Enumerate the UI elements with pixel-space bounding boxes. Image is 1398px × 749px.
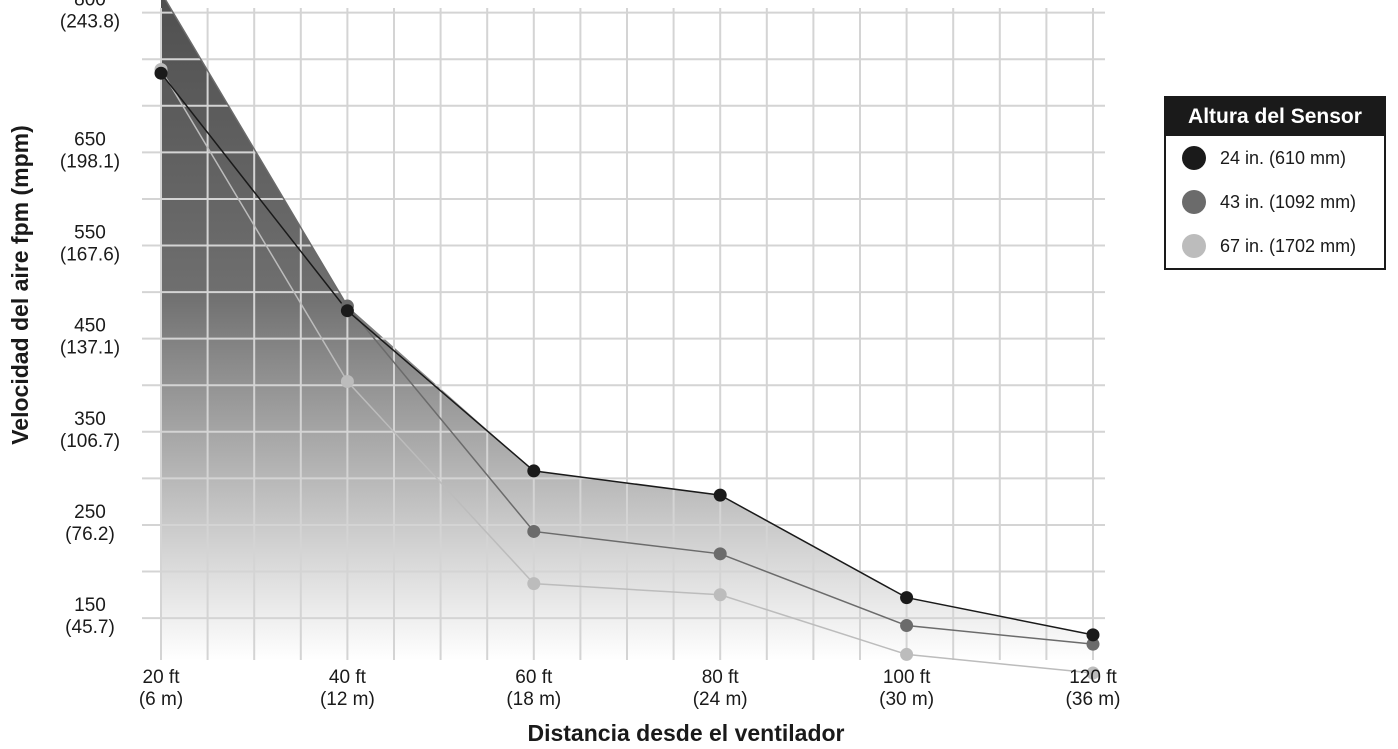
x-tick-label: 120 ft: [1069, 667, 1117, 688]
data-point: [1086, 637, 1100, 651]
data-point: [713, 488, 727, 502]
x-tick-label: 80 ft: [702, 667, 740, 688]
x-axis-ticks: 20 ft(6 m) 40 ft(12 m) 60 ft(18 m) 80 ft(24…: [139, 667, 1121, 710]
y-tick-label-metric: (106.7): [60, 431, 120, 452]
y-tick-label: 550: [74, 223, 106, 244]
x-tick-label-metric: (30 m): [879, 689, 934, 710]
x-tick-label-metric: (12 m): [320, 689, 375, 710]
legend: Altura del Sensor 24 in. (610 mm) 43 in.…: [1164, 96, 1386, 270]
y-tick-label-metric: (243.8): [60, 12, 120, 33]
legend-swatch-67in: [1182, 234, 1206, 258]
y-tick-label-metric: (167.6): [60, 245, 120, 266]
x-tick-label: 40 ft: [329, 667, 367, 688]
legend-swatch-43in: [1182, 190, 1206, 214]
y-tick-label: 800: [74, 0, 106, 11]
data-point: [713, 588, 727, 602]
y-tick-label-metric: (76.2): [65, 524, 115, 545]
legend-label-24in: 24 in. (610 mm): [1220, 147, 1347, 168]
x-tick-label-metric: (24 m): [693, 689, 748, 710]
x-tick-label: 100 ft: [883, 667, 931, 688]
series-lines: [154, 0, 1100, 680]
series-line: [160, 72, 1094, 636]
y-tick-label-metric: (137.1): [60, 338, 120, 359]
x-tick-label-metric: (18 m): [506, 689, 561, 710]
y-axis-ticks: 150(45.7) 250(76.2) 350(106.7) 450(137.1) 55…: [60, 0, 120, 638]
x-tick-label: 60 ft: [515, 667, 553, 688]
legend-item-67in: 67 in. (1702 mm): [1166, 224, 1384, 268]
data-point: [154, 66, 168, 80]
data-point: [713, 547, 727, 561]
y-axis-title: Velocidad del aire fpm (mpm): [7, 125, 33, 445]
y-tick-label: 650: [74, 129, 106, 150]
y-tick-label-metric: (198.1): [60, 151, 120, 172]
grid: [142, 8, 1105, 660]
data-point: [900, 591, 914, 605]
legend-label-67in: 67 in. (1702 mm): [1220, 235, 1357, 256]
x-tick-label-metric: (36 m): [1066, 689, 1121, 710]
data-point: [527, 524, 541, 538]
legend-title: Altura del Sensor: [1166, 98, 1384, 136]
y-tick-label: 350: [74, 409, 106, 430]
data-point: [340, 375, 354, 389]
data-point: [527, 464, 541, 478]
legend-item-43in: 43 in. (1092 mm): [1166, 180, 1384, 224]
data-point: [1086, 666, 1100, 680]
series-line: [164, 0, 1094, 645]
data-point: [900, 647, 914, 661]
legend-label-43in: 43 in. (1092 mm): [1220, 191, 1357, 212]
data-point: [1086, 628, 1100, 642]
y-tick-label: 250: [74, 502, 106, 523]
data-point: [527, 577, 541, 591]
data-point: [340, 304, 354, 318]
data-point: [900, 619, 914, 633]
series-line: [160, 69, 1094, 674]
x-tick-label: 20 ft: [143, 667, 181, 688]
y-tick-label: 450: [74, 316, 106, 337]
legend-item-24in: 24 in. (610 mm): [1166, 136, 1384, 180]
legend-swatch-24in: [1182, 146, 1206, 170]
y-tick-label-metric: (45.7): [65, 617, 115, 638]
x-axis-title: Distancia desde el ventilador: [527, 720, 844, 746]
x-tick-label-metric: (6 m): [139, 689, 183, 710]
y-tick-label: 150: [74, 595, 106, 616]
